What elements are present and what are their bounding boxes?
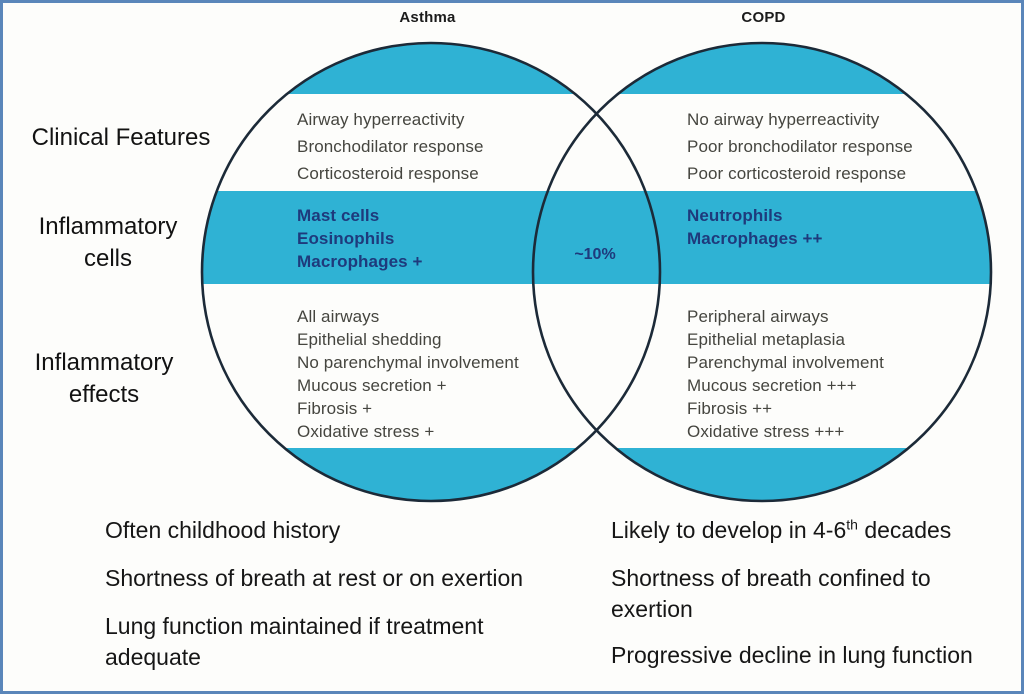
list-item: Airway hyperreactivity xyxy=(297,110,465,129)
list-item: Oxidative stress +++ xyxy=(687,422,845,441)
list-item: Bronchodilator response xyxy=(297,137,484,156)
list-item: Oxidative stress + xyxy=(297,422,435,441)
footnote-text: decades xyxy=(857,517,952,543)
list-item: No airway hyperreactivity xyxy=(687,110,880,129)
copd-effects-list: Peripheral airways Epithelial metaplasia… xyxy=(687,305,884,443)
row-label-text: cells xyxy=(83,245,132,272)
list-item: Fibrosis ++ xyxy=(687,399,773,418)
row-label-text: Inflammatory xyxy=(38,213,178,240)
list-item: No parenchymal involvement xyxy=(297,353,519,372)
asthma-effects-list: All airways Epithelial shedding No paren… xyxy=(297,305,519,443)
copd-footnote-decades: Likely to develop in 4-6th decades xyxy=(611,515,951,546)
asthma-footnote-lung-function: Lung function maintained if treatment ad… xyxy=(105,613,484,670)
list-item: Parenchymal involvement xyxy=(687,353,884,372)
asthma-footnote-breath: Shortness of breath at rest or on exerti… xyxy=(105,565,524,591)
venn-diagram-canvas xyxy=(200,41,993,503)
copd-footnote-breath: Shortness of breath confined to exertion xyxy=(611,565,931,622)
list-item: Neutrophils xyxy=(687,206,783,225)
row-label-text: Clinical Features xyxy=(31,124,211,151)
footnote-text: Likely to develop in 4-6 xyxy=(611,517,847,543)
inflammatory-cells-band xyxy=(202,191,991,284)
row-label-inflammatory-cells: Inflammatory cells xyxy=(17,211,199,275)
clinical-features-band xyxy=(202,43,991,94)
list-item: Eosinophils xyxy=(297,229,395,248)
asthma-cells-list: Mast cells Eosinophils Macrophages + xyxy=(297,204,423,273)
list-item: Epithelial metaplasia xyxy=(687,330,846,349)
list-item: Poor corticosteroid response xyxy=(687,164,907,183)
list-item: Mucous secretion +++ xyxy=(687,376,857,395)
list-item: Mucous secretion + xyxy=(297,376,447,395)
superscript-th: th xyxy=(846,516,858,533)
overlap-percentage-label: ~10% xyxy=(574,246,616,263)
list-item: Poor bronchodilator response xyxy=(687,137,913,156)
list-item: Corticosteroid response xyxy=(297,164,479,183)
list-item: Fibrosis + xyxy=(297,399,373,418)
row-label-clinical-features: Clinical Features xyxy=(5,122,237,154)
asthma-title: Asthma xyxy=(399,9,456,26)
list-item: Peripheral airways xyxy=(687,307,829,326)
list-item: Macrophages ++ xyxy=(687,229,823,248)
inflammatory-effects-band xyxy=(202,448,991,501)
copd-circle xyxy=(531,41,993,503)
list-item: Macrophages + xyxy=(297,252,423,271)
row-label-inflammatory-effects: Inflammatory effects xyxy=(13,347,195,411)
copd-title: COPD xyxy=(741,9,786,26)
row-label-text: Inflammatory xyxy=(34,349,174,376)
asthma-footnote-childhood: Often childhood history xyxy=(105,517,341,543)
asthma-clinical-list: Airway hyperreactivity Bronchodilator re… xyxy=(297,106,484,187)
list-item: Mast cells xyxy=(297,206,380,225)
copd-footnote-decline: Progressive decline in lung function xyxy=(611,642,973,668)
list-item: All airways xyxy=(297,307,380,326)
list-item: Epithelial shedding xyxy=(297,330,442,349)
copd-clinical-list: No airway hyperreactivity Poor bronchodi… xyxy=(687,106,913,187)
copd-cells-list: Neutrophils Macrophages ++ xyxy=(687,204,823,250)
row-label-text: effects xyxy=(68,381,140,408)
asthma-circle xyxy=(200,41,662,503)
